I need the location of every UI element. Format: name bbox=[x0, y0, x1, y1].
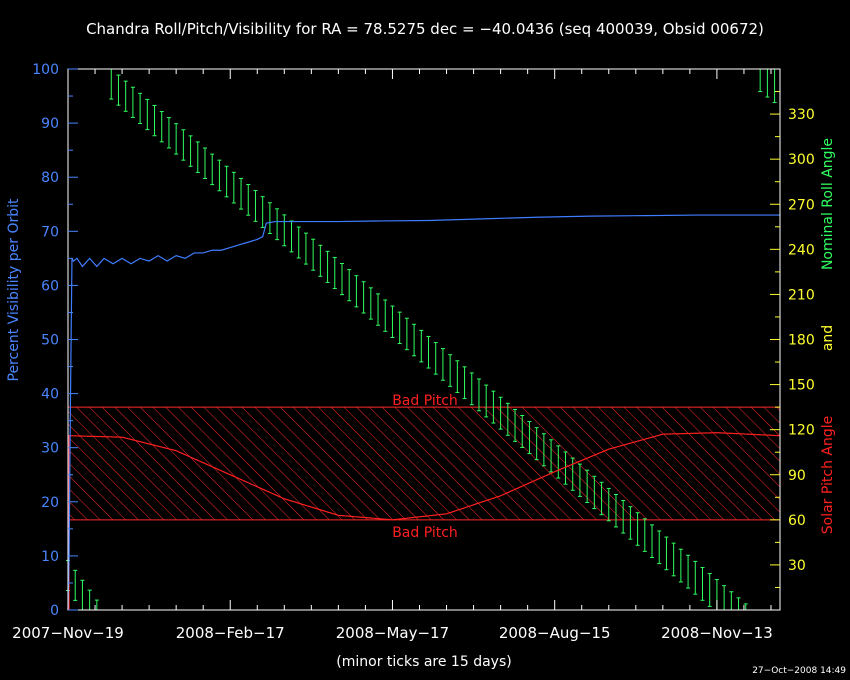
y-right-tick-label: 270 bbox=[788, 197, 815, 213]
y-left-tick-label: 80 bbox=[41, 170, 59, 186]
bad-pitch-region bbox=[68, 407, 780, 520]
x-tick-label: 2008−Aug−15 bbox=[499, 624, 611, 642]
y-right-tick-label: 240 bbox=[788, 242, 815, 258]
y-right-label-pitch: Solar Pitch Angle bbox=[820, 416, 836, 535]
y-left-tick-label: 100 bbox=[32, 62, 59, 78]
y-right-tick-label: 300 bbox=[788, 152, 815, 168]
y-left-tick-label: 20 bbox=[41, 495, 59, 511]
bad-pitch-label-bottom: Bad Pitch bbox=[392, 525, 458, 541]
y-right-label-roll: Nominal Roll Angle bbox=[820, 138, 836, 270]
y-left-tick-label: 60 bbox=[41, 278, 59, 294]
chart-title: Chandra Roll/Pitch/Visibility for RA = 7… bbox=[86, 20, 764, 38]
x-tick-label: 2008−Nov−13 bbox=[661, 624, 773, 642]
y-right-tick-label: 60 bbox=[788, 513, 806, 529]
bad-pitch-label-top: Bad Pitch bbox=[392, 393, 458, 409]
y-right-tick-label: 180 bbox=[788, 333, 815, 349]
y-right-tick-label: 120 bbox=[788, 423, 815, 439]
x-tick-label: 2007−Nov−19 bbox=[12, 624, 124, 642]
y-left-tick-label: 30 bbox=[41, 441, 59, 457]
solar-pitch-line bbox=[67, 432, 781, 521]
y-right-tick-label: 150 bbox=[788, 378, 815, 394]
y-right-tick-label: 30 bbox=[788, 558, 806, 574]
x-tick-label: 2008−Feb−17 bbox=[176, 624, 285, 642]
y-left-tick-label: 0 bbox=[50, 603, 59, 619]
y-left-tick-label: 50 bbox=[41, 333, 59, 349]
x-tick-label: 2008−May−17 bbox=[336, 624, 449, 642]
y-left-tick-label: 70 bbox=[41, 224, 59, 240]
y-left-tick-label: 90 bbox=[41, 116, 59, 132]
y-left-tick-label: 40 bbox=[41, 387, 59, 403]
y-right-tick-label: 90 bbox=[788, 468, 806, 484]
y-right-tick-label: 210 bbox=[788, 287, 815, 303]
y-left-axis-label: Percent Visibility per Orbit bbox=[6, 198, 22, 382]
y-left-tick-label: 10 bbox=[41, 549, 59, 565]
y-right-tick-label: 330 bbox=[788, 107, 815, 123]
y-right-label-and: and bbox=[820, 325, 836, 351]
timestamp: 27−Oct−2008 14:49 bbox=[752, 666, 846, 676]
x-axis-label: (minor ticks are 15 days) bbox=[336, 654, 511, 670]
visibility-line bbox=[67, 214, 780, 611]
